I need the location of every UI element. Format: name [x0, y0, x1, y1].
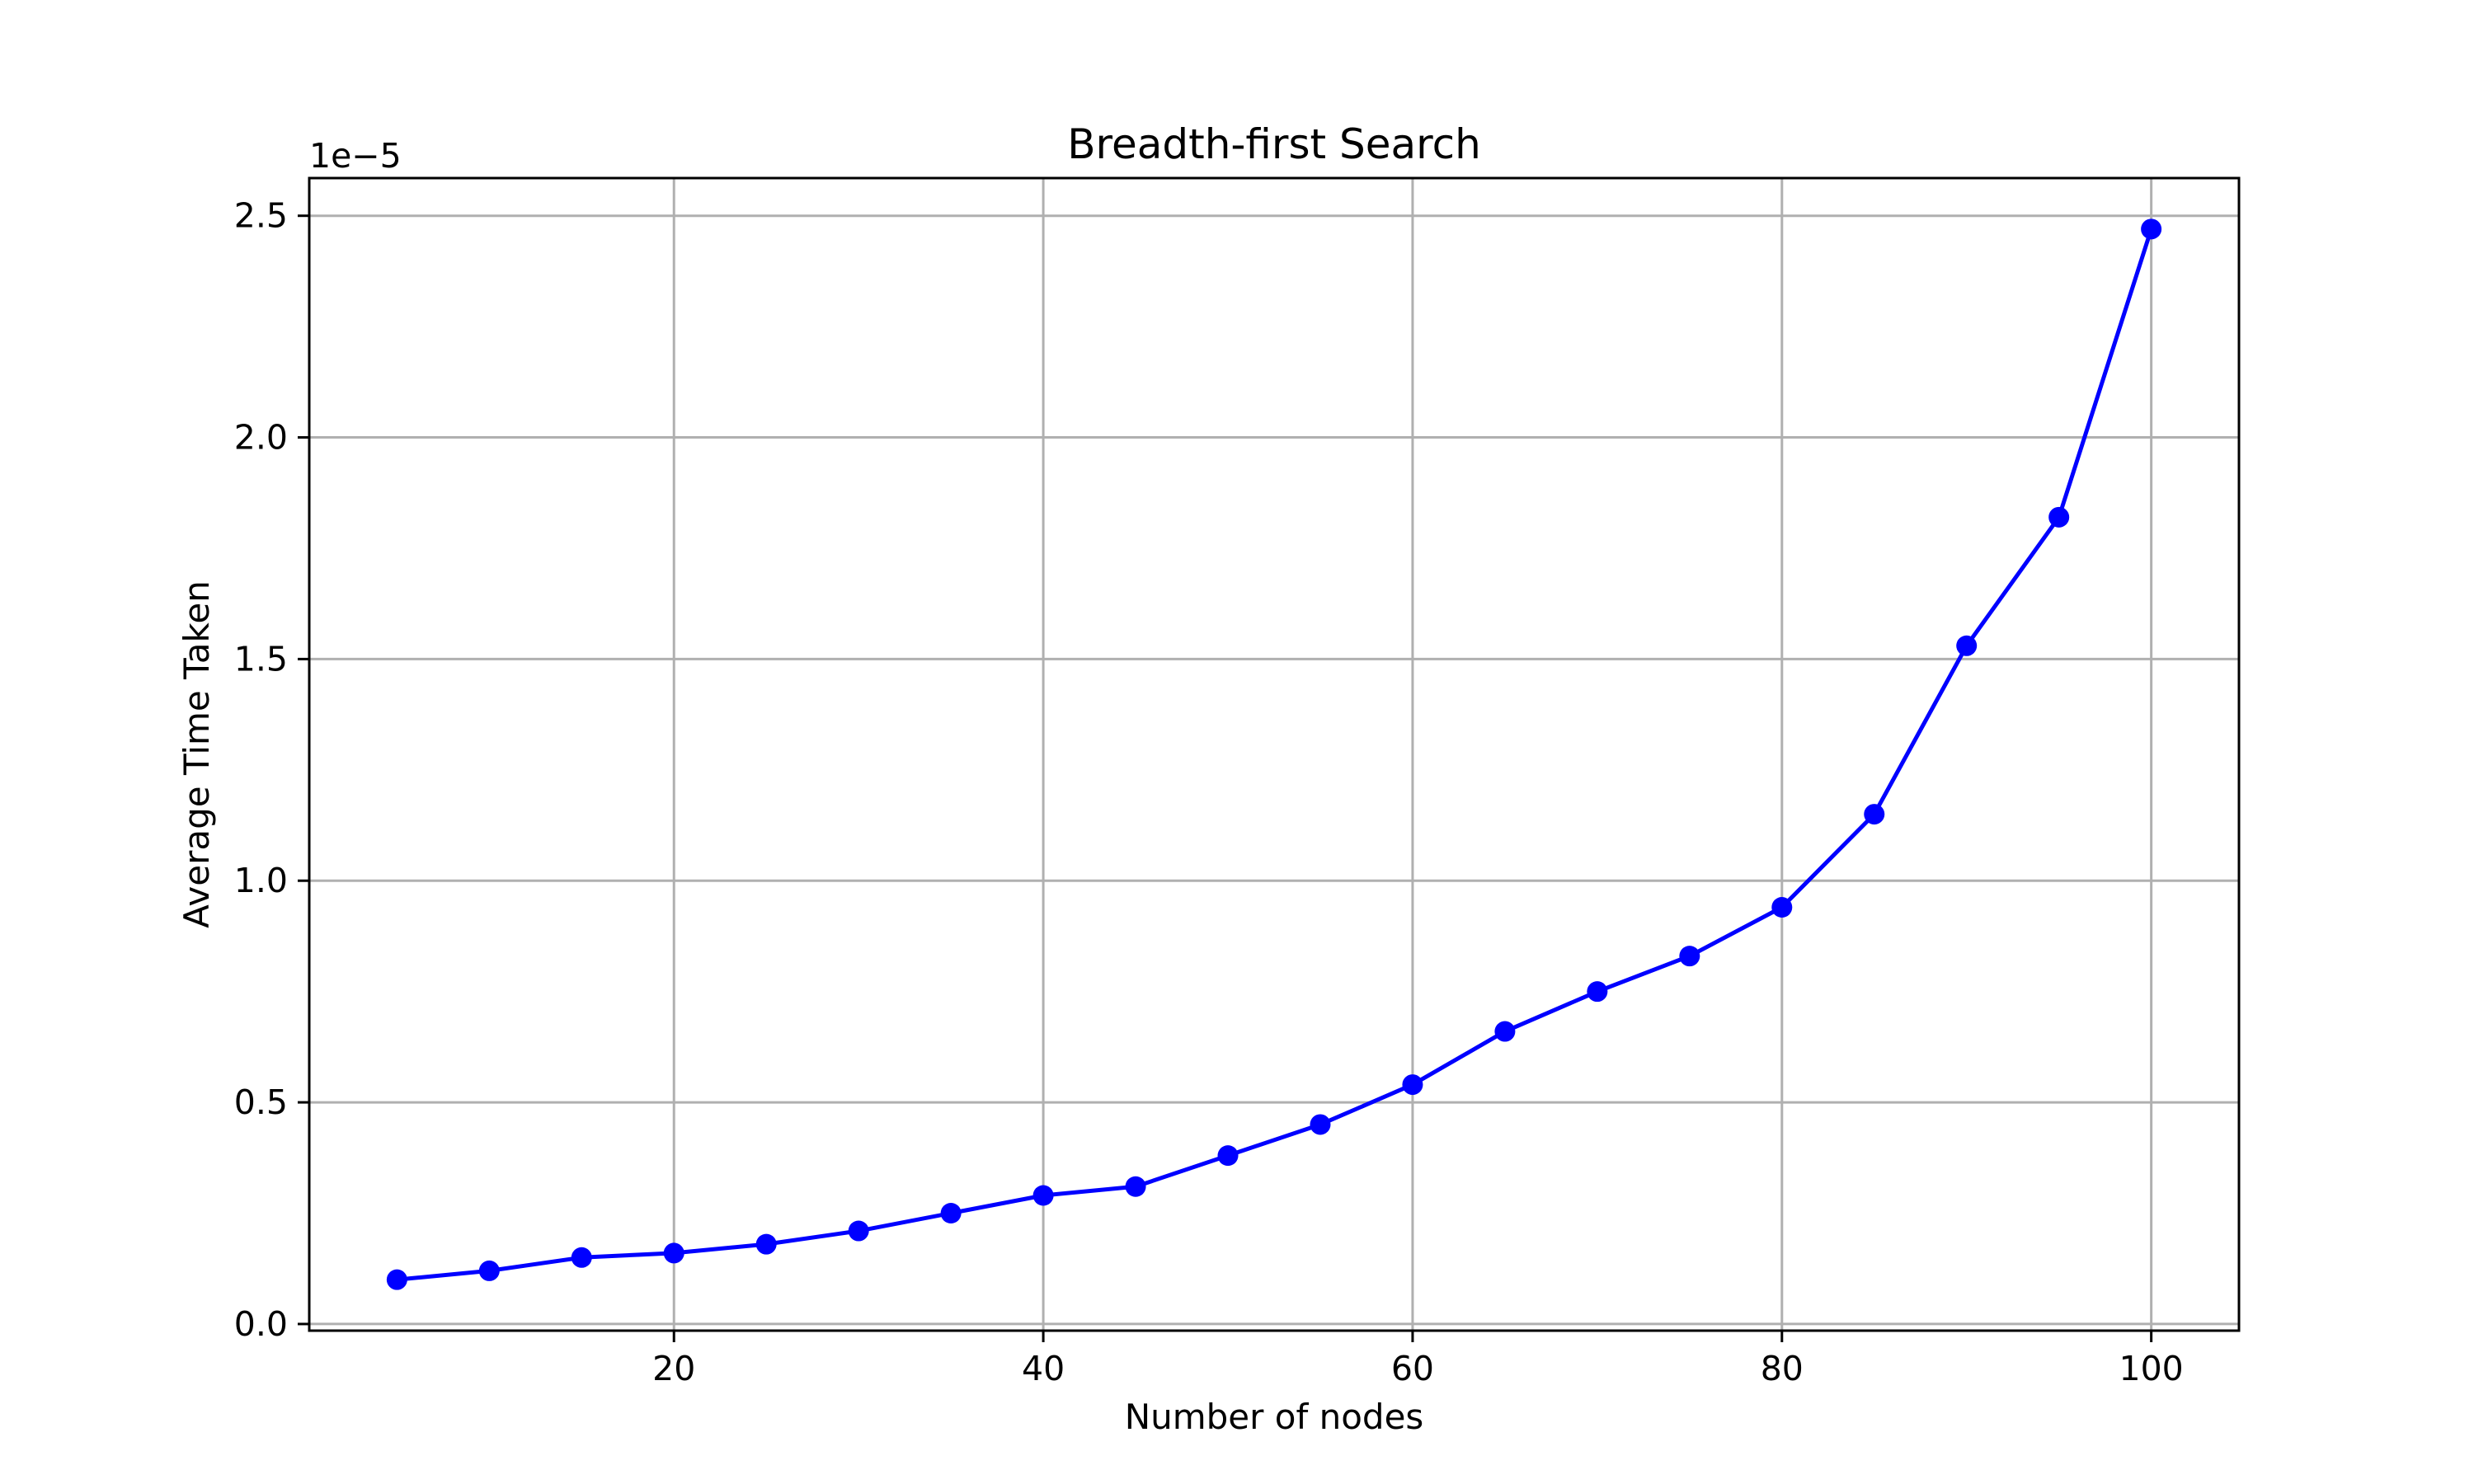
data-point	[1310, 1114, 1331, 1135]
x-tick-label: 20	[652, 1349, 695, 1388]
data-point	[1587, 981, 1608, 1003]
x-tick-label: 60	[1391, 1349, 1434, 1388]
data-point	[1771, 897, 1793, 918]
x-tick-label: 40	[1022, 1349, 1065, 1388]
plot-frame	[308, 176, 2241, 1332]
data-point	[1125, 1176, 1146, 1197]
y-tick-label: 1.0	[234, 861, 288, 900]
series	[386, 218, 2162, 1290]
data-point	[755, 1233, 777, 1255]
y-axis-label: Average Time Taken	[176, 580, 217, 928]
y-tick-label: 0.5	[234, 1082, 288, 1122]
data-point	[478, 1260, 500, 1281]
data-point	[1864, 804, 1885, 825]
x-tick-label: 100	[2119, 1349, 2184, 1388]
grid	[309, 178, 2239, 1331]
y-tick-label: 2.0	[234, 418, 288, 458]
y-axis-ticks: 0.0 0.5 1.0 1.5 2.0 2.5	[234, 196, 309, 1344]
y-tick-label: 1.5	[234, 639, 288, 679]
x-axis-label: Number of nodes	[1125, 1397, 1424, 1437]
data-point	[386, 1269, 407, 1290]
data-point	[1956, 635, 1978, 656]
y-tick-label: 0.0	[234, 1304, 288, 1344]
data-point	[848, 1220, 869, 1242]
chart-title: Breadth-first Search	[1067, 120, 1481, 168]
data-point	[940, 1203, 962, 1224]
y-axis-offset-label: 1e−5	[309, 136, 402, 176]
data-point	[1032, 1185, 1054, 1206]
data-point	[1494, 1021, 1516, 1042]
series-line	[397, 228, 2154, 1282]
x-tick-label: 80	[1761, 1349, 1804, 1388]
data-point	[1402, 1074, 1423, 1096]
data-point	[571, 1247, 592, 1268]
data-point	[1679, 946, 1700, 967]
data-point	[2141, 218, 2162, 240]
data-point	[1217, 1145, 1239, 1167]
x-axis-ticks: 20 40 60 80 100	[652, 1331, 2184, 1388]
data-point	[663, 1242, 684, 1264]
data-point	[2048, 506, 2070, 528]
y-tick-label: 2.5	[234, 196, 288, 236]
